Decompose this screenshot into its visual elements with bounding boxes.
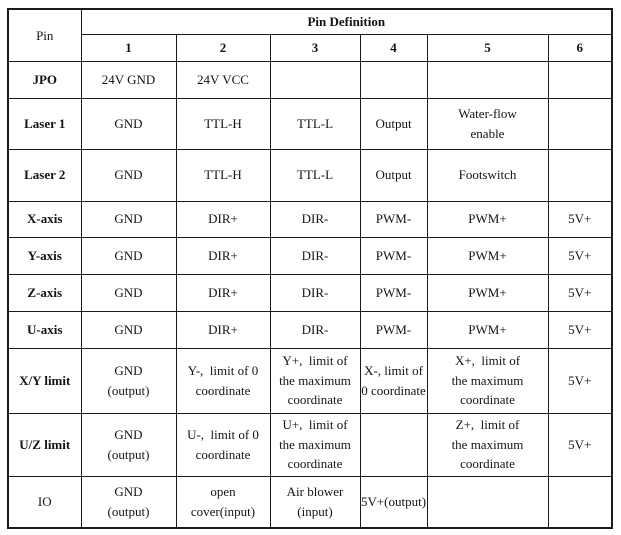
pin-column-header: Pin: [7, 8, 82, 62]
table-row-u-axis: U-axis GND DIR+ DIR- PWM- PWM+ 5V+: [7, 310, 613, 349]
pin-cell: PWM+: [426, 236, 549, 275]
pin-cell: 5V+: [547, 273, 613, 312]
pin-cell: DIR+: [175, 310, 271, 349]
pin-cell: U+, limit of the maximum coordinate: [269, 412, 361, 477]
pin-cell: X-, limit of 0 coordinate: [359, 347, 428, 414]
pin-cell: Output: [359, 148, 428, 202]
pin-cell: [426, 60, 549, 99]
table-row-laser2: Laser 2 GND TTL-H TTL-L Output Footswitc…: [7, 148, 613, 202]
pin-cell: 5V+: [547, 236, 613, 275]
table-row-z-axis: Z-axis GND DIR+ DIR- PWM- PWM+ 5V+: [7, 273, 613, 312]
row-label-y-axis: Y-axis: [7, 236, 82, 275]
pin-cell: GND (output): [80, 347, 177, 414]
row-label-io: IO: [7, 475, 82, 529]
row-label-laser1: Laser 1: [7, 97, 82, 150]
pin-cell: U-, limit of 0 coordinate: [175, 412, 271, 477]
pin-number-header-3: 3: [269, 33, 361, 62]
pin-cell: PWM-: [359, 310, 428, 349]
pin-cell: DIR+: [175, 200, 271, 238]
pin-cell: X+, limit of the maximum coordinate: [426, 347, 549, 414]
row-label-u-axis: U-axis: [7, 310, 82, 349]
pin-cell: Y-, limit of 0 coordinate: [175, 347, 271, 414]
pin-number-header-4: 4: [359, 33, 428, 62]
pin-definition-header: Pin Definition: [80, 8, 613, 35]
pin-cell: DIR+: [175, 236, 271, 275]
pin-cell: [547, 475, 613, 529]
pin-cell: GND: [80, 310, 177, 349]
pin-cell: [269, 60, 361, 99]
table-row-jpo: JPO 24V GND 24V VCC: [7, 60, 613, 99]
row-label-xy-limit: X/Y limit: [7, 347, 82, 414]
pin-definition-table: Pin Pin Definition 1 2 3 4 5 6 JPO 24V G…: [7, 8, 614, 529]
pin-cell: DIR+: [175, 273, 271, 312]
table-row-y-axis: Y-axis GND DIR+ DIR- PWM- PWM+ 5V+: [7, 236, 613, 275]
pin-cell: 5V+: [547, 347, 613, 414]
pin-cell: [359, 60, 428, 99]
pin-cell: GND (output): [80, 475, 177, 529]
row-label-z-axis: Z-axis: [7, 273, 82, 312]
pin-cell: DIR-: [269, 310, 361, 349]
pin-cell: GND (output): [80, 412, 177, 477]
pin-cell: Z+, limit of the maximum coordinate: [426, 412, 549, 477]
table-row-laser1: Laser 1 GND TTL-H TTL-L Output Water-flo…: [7, 97, 613, 150]
pin-number-header-2: 2: [175, 33, 271, 62]
table-row-io: IO GND (output) open cover(input) Air bl…: [7, 475, 613, 529]
pin-cell: DIR-: [269, 273, 361, 312]
pin-cell: TTL-H: [175, 148, 271, 202]
row-label-x-axis: X-axis: [7, 200, 82, 238]
pin-cell: PWM+: [426, 273, 549, 312]
pin-cell: [547, 97, 613, 150]
pin-cell: open cover(input): [175, 475, 271, 529]
pin-cell: GND: [80, 273, 177, 312]
pin-cell: PWM+: [426, 200, 549, 238]
pin-number-header-5: 5: [426, 33, 549, 62]
pin-cell: [359, 412, 428, 477]
row-label-laser2: Laser 2: [7, 148, 82, 202]
pin-cell: GND: [80, 200, 177, 238]
pin-cell: DIR-: [269, 236, 361, 275]
pin-cell: DIR-: [269, 200, 361, 238]
pin-cell: TTL-H: [175, 97, 271, 150]
pin-cell: 24V GND: [80, 60, 177, 99]
pin-cell: [547, 148, 613, 202]
pin-cell: 24V VCC: [175, 60, 271, 99]
pin-cell: GND: [80, 148, 177, 202]
row-label-uz-limit: U/Z limit: [7, 412, 82, 477]
table-row-x-axis: X-axis GND DIR+ DIR- PWM- PWM+ 5V+: [7, 200, 613, 238]
pin-cell: Footswitch: [426, 148, 549, 202]
pin-cell: PWM-: [359, 200, 428, 238]
pin-cell: [426, 475, 549, 529]
pin-cell: PWM+: [426, 310, 549, 349]
table-row-uz-limit: U/Z limit GND (output) U-, limit of 0 co…: [7, 412, 613, 477]
pin-cell: Output: [359, 97, 428, 150]
pin-cell: GND: [80, 97, 177, 150]
pin-number-header-1: 1: [80, 33, 177, 62]
pin-cell: PWM-: [359, 236, 428, 275]
pin-cell: 5V+(output): [359, 475, 428, 529]
pin-cell: GND: [80, 236, 177, 275]
pin-cell: 5V+: [547, 200, 613, 238]
pin-cell: TTL-L: [269, 148, 361, 202]
pin-number-header-6: 6: [547, 33, 613, 62]
table-row-xy-limit: X/Y limit GND (output) Y-, limit of 0 co…: [7, 347, 613, 414]
row-label-jpo: JPO: [7, 60, 82, 99]
pin-cell: [547, 60, 613, 99]
pin-cell: Water-flow enable: [426, 97, 549, 150]
pin-cell: PWM-: [359, 273, 428, 312]
pin-cell: 5V+: [547, 412, 613, 477]
pin-cell: TTL-L: [269, 97, 361, 150]
pin-cell: Y+, limit of the maximum coordinate: [269, 347, 361, 414]
pin-cell: Air blower (input): [269, 475, 361, 529]
pin-cell: 5V+: [547, 310, 613, 349]
